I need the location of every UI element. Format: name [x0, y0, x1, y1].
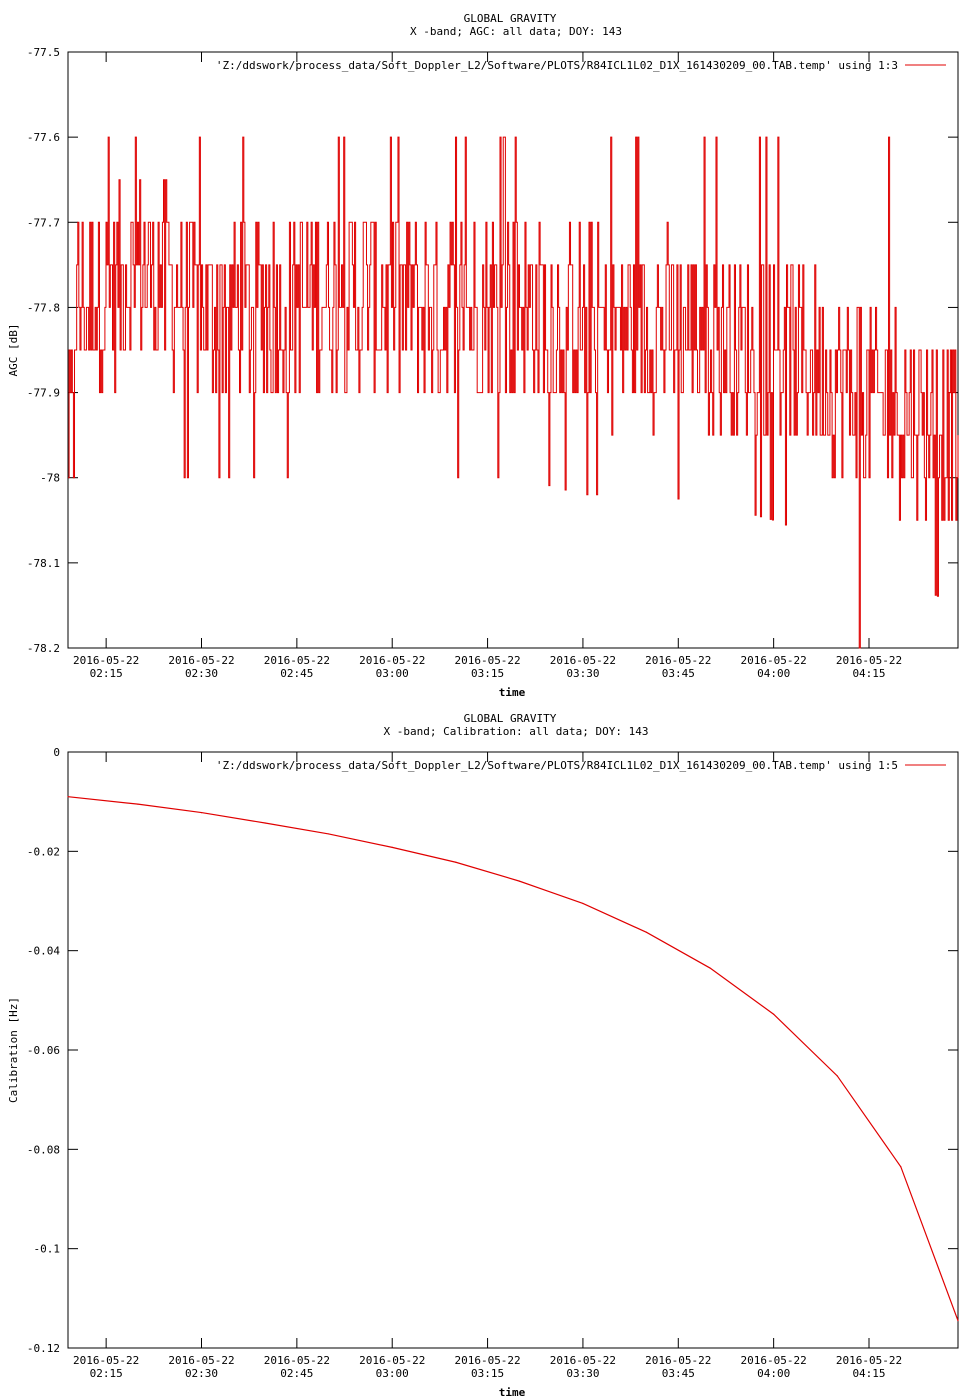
series-line — [67, 796, 959, 1321]
y-axis-label: AGC [dB] — [7, 324, 20, 377]
x-tick-date-label: 2016-05-22 — [264, 1354, 330, 1367]
x-tick-time-label: 03:00 — [376, 1367, 409, 1380]
data-point — [900, 1166, 902, 1168]
x-tick-time-label: 03:00 — [376, 667, 409, 680]
x-tick-time-label: 03:30 — [566, 667, 599, 680]
data-point — [836, 1075, 838, 1077]
x-tick-time-label: 02:30 — [185, 1367, 218, 1380]
data-point — [200, 811, 203, 814]
plot-frame — [67, 751, 959, 1349]
y-tick-label: -78.2 — [27, 642, 60, 655]
data-point — [137, 803, 139, 805]
data-point — [264, 822, 266, 824]
data-point — [582, 902, 584, 905]
data-point — [709, 967, 711, 969]
x-tick-time-label: 04:15 — [852, 1367, 885, 1380]
chart-title: GLOBAL GRAVITY — [464, 712, 557, 725]
x-tick-date-label: 2016-05-22 — [836, 654, 902, 667]
x-tick-time-label: 04:00 — [757, 667, 790, 680]
y-tick-label: -0.04 — [27, 945, 60, 958]
x-tick-time-label: 03:15 — [471, 1367, 504, 1380]
x-tick-time-label: 03:45 — [662, 1367, 695, 1380]
data-point — [67, 796, 69, 798]
y-tick-label: -0.02 — [27, 845, 60, 858]
y-tick-label: -77.7 — [27, 216, 60, 229]
y-tick-label: -0.08 — [27, 1143, 60, 1156]
y-axis-label: Calibration [Hz] — [7, 997, 20, 1103]
x-tick-date-label: 2016-05-22 — [359, 1354, 425, 1367]
x-tick-time-label: 02:45 — [280, 1367, 313, 1380]
x-tick-date-label: 2016-05-22 — [454, 1354, 520, 1367]
chart-subtitle: X -band; Calibration: all data; DOY: 143 — [384, 725, 649, 738]
y-tick-label: -0.12 — [27, 1342, 60, 1355]
y-tick-label: -77.6 — [27, 131, 60, 144]
plot-frame — [67, 51, 959, 649]
y-tick-label: -0.06 — [27, 1044, 60, 1057]
x-tick-date-label: 2016-05-22 — [550, 1354, 616, 1367]
x-tick-date-label: 2016-05-22 — [741, 654, 807, 667]
x-tick-date-label: 2016-05-22 — [359, 654, 425, 667]
x-tick-time-label: 04:15 — [852, 667, 885, 680]
x-axis-label: time — [499, 1386, 526, 1399]
x-axis-label: time — [499, 686, 526, 699]
chart-subtitle: X -band; AGC: all data; DOY: 143 — [410, 25, 622, 38]
legend-label: 'Z:/ddswork/process_data/Soft_Doppler_L2… — [216, 59, 898, 72]
legend-label: 'Z:/ddswork/process_data/Soft_Doppler_L2… — [216, 759, 898, 772]
data-point — [455, 861, 457, 863]
x-tick-date-label: 2016-05-22 — [645, 1354, 711, 1367]
y-tick-label: -77.8 — [27, 301, 60, 314]
x-tick-time-label: 03:15 — [471, 667, 504, 680]
data-point — [391, 846, 393, 848]
x-tick-time-label: 03:30 — [566, 1367, 599, 1380]
data-point — [518, 880, 520, 882]
y-tick-label: -77.5 — [27, 46, 60, 59]
x-tick-date-label: 2016-05-22 — [73, 654, 139, 667]
chart-title: GLOBAL GRAVITY — [464, 12, 557, 25]
series-line — [68, 136, 959, 649]
x-tick-date-label: 2016-05-22 — [741, 1354, 807, 1367]
y-tick-label: 0 — [53, 746, 60, 759]
x-tick-date-label: 2016-05-22 — [73, 1354, 139, 1367]
data-point — [957, 1320, 959, 1322]
data-point — [328, 833, 330, 835]
x-tick-time-label: 02:15 — [90, 667, 123, 680]
y-tick-label: -78.1 — [27, 557, 60, 570]
y-tick-label: -77.9 — [27, 387, 60, 400]
x-tick-date-label: 2016-05-22 — [264, 654, 330, 667]
x-tick-date-label: 2016-05-22 — [168, 1354, 234, 1367]
x-tick-time-label: 02:15 — [90, 1367, 123, 1380]
x-tick-time-label: 03:45 — [662, 667, 695, 680]
x-tick-time-label: 02:45 — [280, 667, 313, 680]
x-tick-date-label: 2016-05-22 — [836, 1354, 902, 1367]
x-tick-time-label: 04:00 — [757, 1367, 790, 1380]
x-tick-date-label: 2016-05-22 — [645, 654, 711, 667]
data-point — [773, 1013, 775, 1015]
x-tick-date-label: 2016-05-22 — [454, 654, 520, 667]
y-tick-label: -0.1 — [34, 1243, 61, 1256]
x-tick-date-label: 2016-05-22 — [550, 654, 616, 667]
data-point — [645, 931, 648, 933]
y-tick-label: -78 — [40, 472, 60, 485]
x-tick-time-label: 02:30 — [185, 667, 218, 680]
x-tick-date-label: 2016-05-22 — [168, 654, 234, 667]
